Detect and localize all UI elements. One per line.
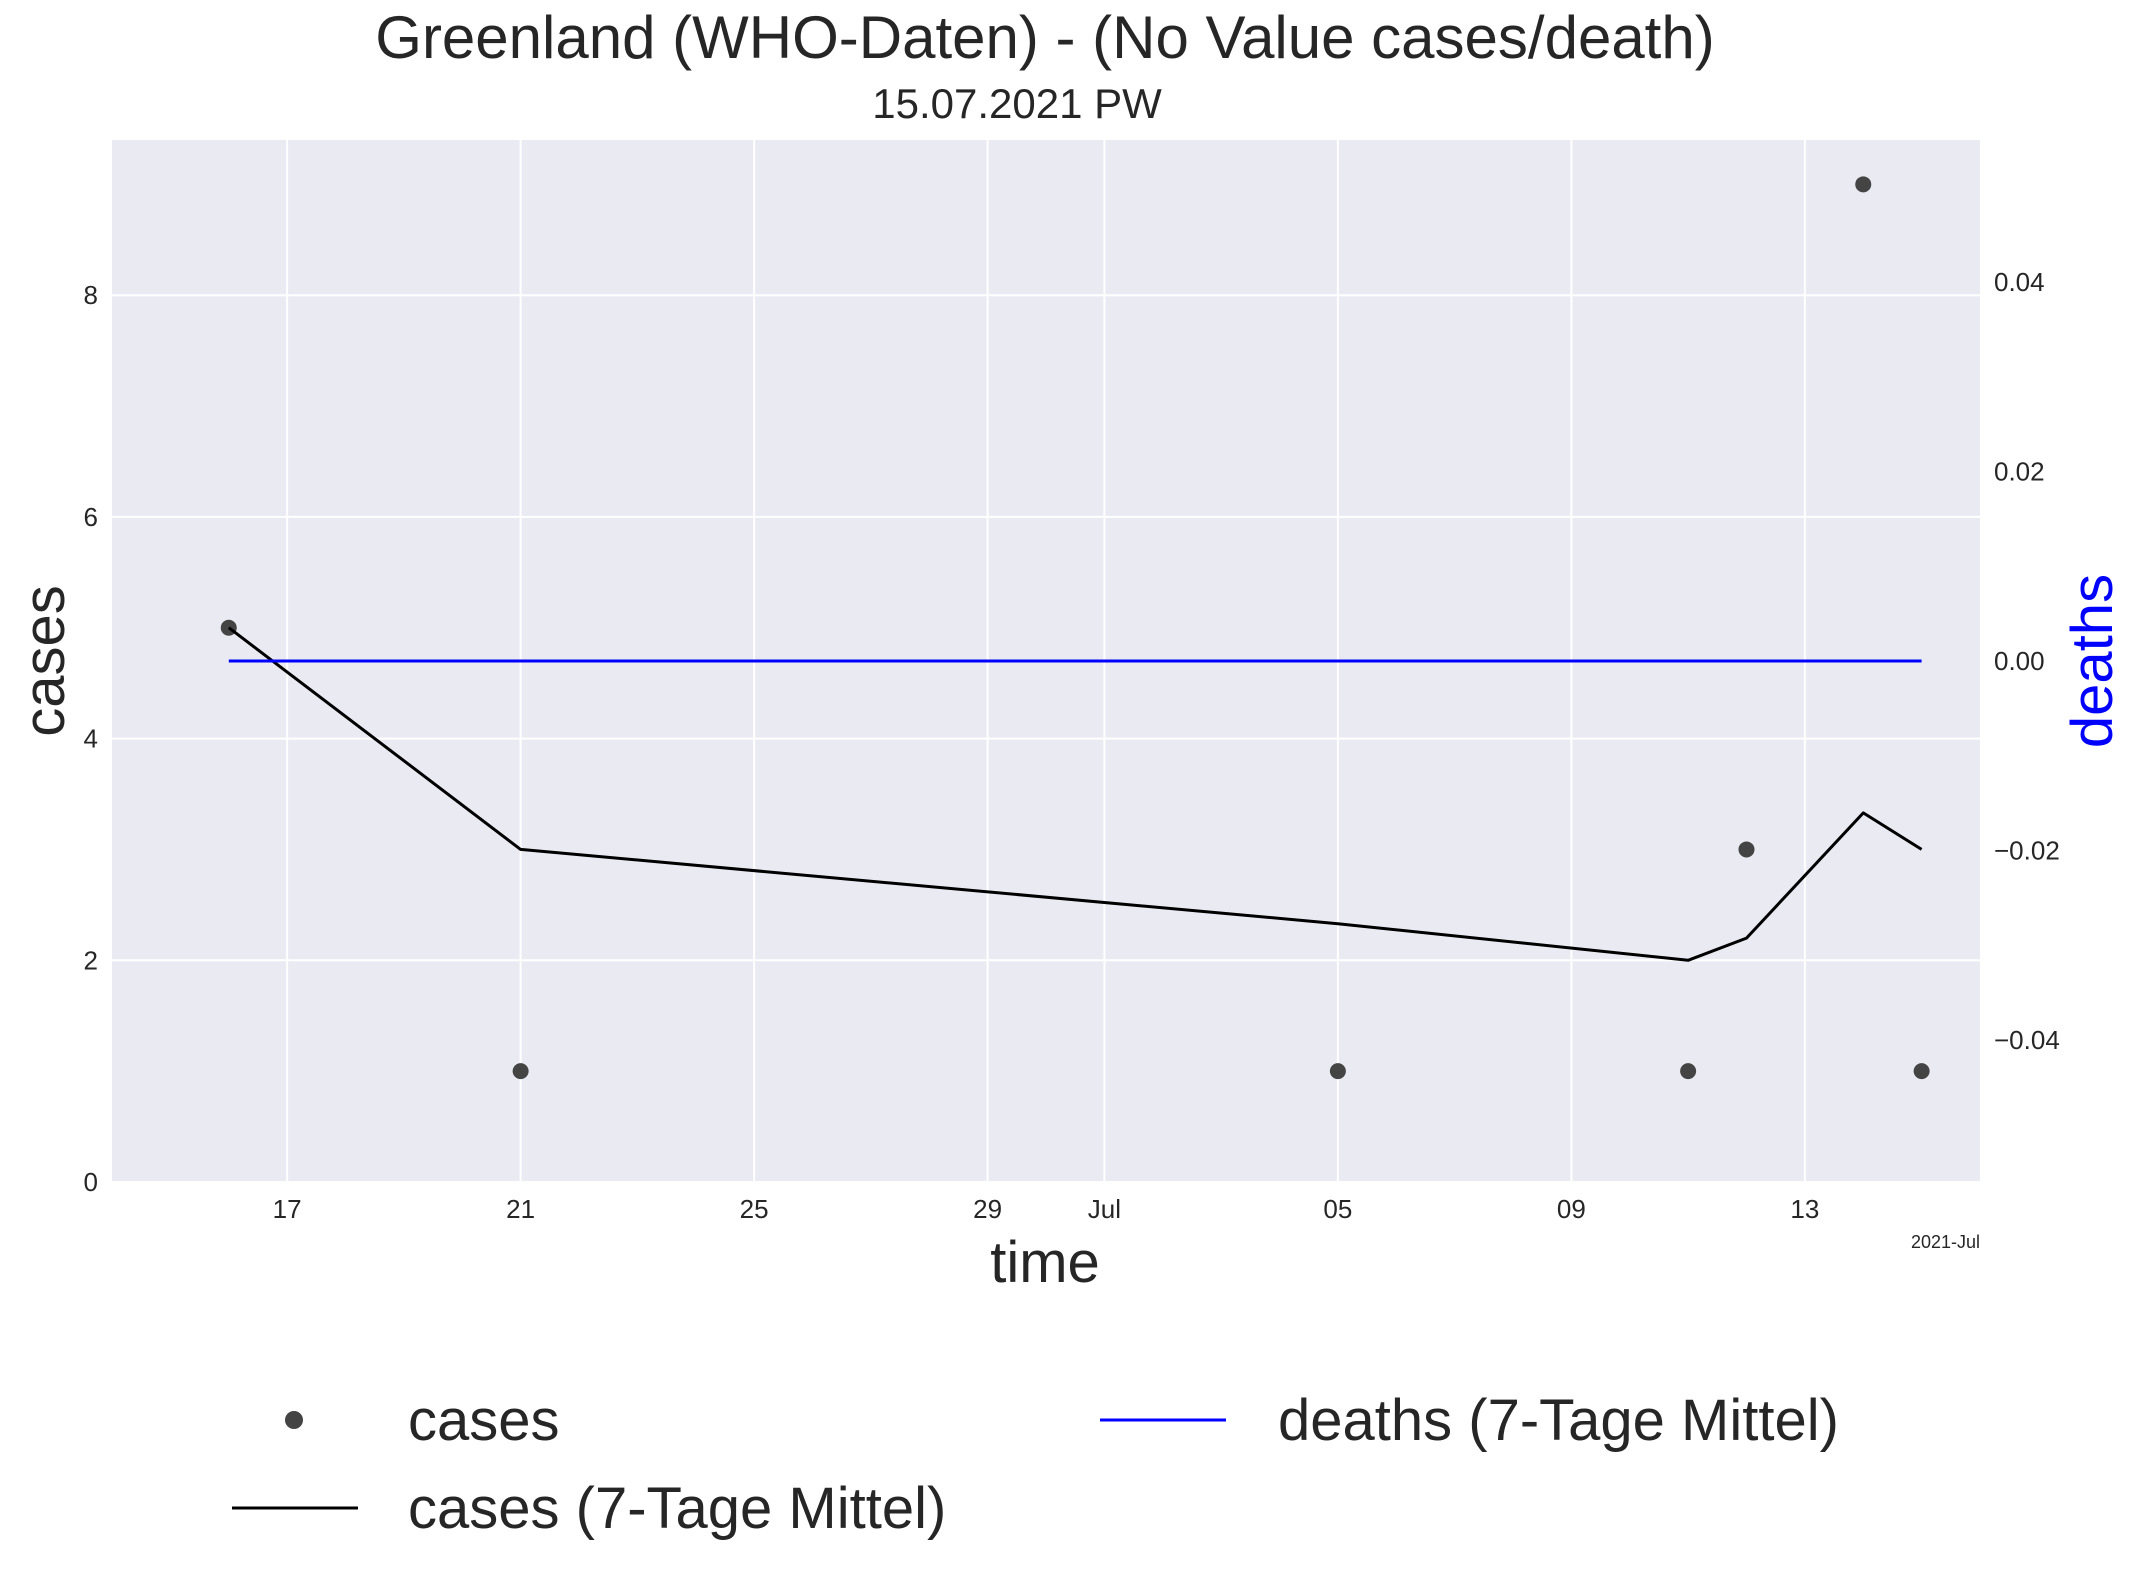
y-tick-label: 2 — [84, 945, 98, 975]
x-tick-label: 21 — [506, 1194, 535, 1224]
x-axis-label: time — [990, 1230, 1100, 1295]
series-line-1 — [227, 626, 1923, 962]
y2-tick-label: 0.00 — [1994, 646, 2045, 676]
y2-tick-label: 0.04 — [1994, 267, 2045, 297]
chart-subtitle: 15.07.2021 PW — [872, 80, 1162, 127]
y2-axis-label: deaths — [2060, 574, 2125, 748]
y-tick-label: 0 — [84, 1167, 98, 1197]
y2-tick-label: −0.04 — [1994, 1025, 2060, 1055]
legend-cases-avg-label: cases (7-Tage Mittel) — [408, 1476, 946, 1541]
y2-tick-label: −0.02 — [1994, 835, 2060, 865]
cases-point — [1680, 1063, 1697, 1080]
cases-point — [512, 1063, 529, 1080]
x-tick-label: 17 — [273, 1194, 302, 1224]
legend-cases-label: cases — [408, 1388, 560, 1453]
x-offset-label: 2021-Jul — [1911, 1232, 1980, 1252]
x-tick-label: 13 — [1790, 1194, 1819, 1224]
y-tick-label: 8 — [84, 280, 98, 310]
legend-deaths-avg-label: deaths (7-Tage Mittel) — [1278, 1388, 1839, 1453]
y2-tick-label: 0.02 — [1994, 457, 2045, 487]
y-tick-label: 6 — [84, 502, 98, 532]
series-marks — [220, 176, 1930, 1080]
y-axis-label: cases — [12, 585, 77, 737]
x-tick-label: 29 — [973, 1194, 1002, 1224]
legend: cases cases (7-Tage Mittel) deaths (7-Ta… — [232, 1388, 1839, 1541]
cases-point — [1855, 176, 1872, 193]
x-tick-label: Jul — [1088, 1194, 1121, 1224]
cases-point — [1913, 1063, 1930, 1080]
legend-cases-marker — [285, 1411, 303, 1429]
x-tick-label: 05 — [1323, 1194, 1352, 1224]
cases-point — [1329, 1063, 1346, 1080]
tick-labels: 17 21 25 29 Jul 05 09 13 0 2 4 6 8 −0.04 −0.02 0.00 0.02… — [84, 267, 2060, 1224]
x-tick-label: 09 — [1557, 1194, 1586, 1224]
cases-point — [1738, 841, 1755, 858]
y-tick-label: 4 — [84, 724, 98, 754]
chart-title: Greenland (WHO-Daten) - (No Value cases/… — [375, 4, 1714, 71]
x-tick-label: 25 — [740, 1194, 769, 1224]
